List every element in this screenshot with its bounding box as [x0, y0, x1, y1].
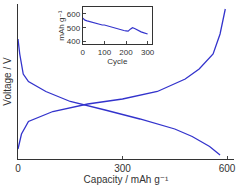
svg-text:400: 400 — [67, 37, 81, 46]
svg-text:Capacity / mAh g⁻¹: Capacity / mAh g⁻¹ — [84, 174, 169, 185]
svg-text:600: 600 — [219, 163, 236, 174]
svg-text:100: 100 — [98, 48, 112, 57]
svg-text:300: 300 — [114, 163, 131, 174]
svg-text:300: 300 — [141, 48, 155, 57]
svg-text:mAh g⁻¹: mAh g⁻¹ — [57, 10, 66, 40]
svg-text:Voltage / V: Voltage / V — [2, 57, 13, 106]
svg-text:0: 0 — [15, 163, 21, 174]
svg-text:600: 600 — [67, 10, 81, 19]
svg-text:200: 200 — [119, 48, 133, 57]
svg-text:0: 0 — [81, 48, 86, 57]
svg-text:500: 500 — [67, 24, 81, 33]
svg-text:Cycle: Cycle — [107, 57, 128, 66]
